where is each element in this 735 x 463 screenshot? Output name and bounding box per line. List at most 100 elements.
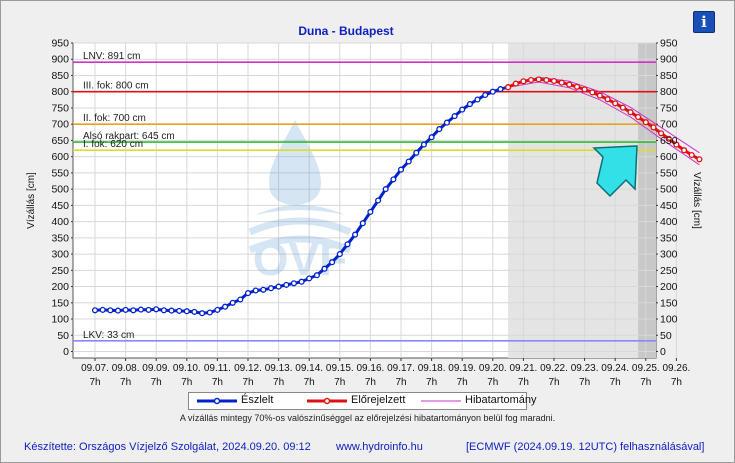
x-tick-date-label: 09.12.: [234, 363, 262, 374]
x-tick-hour-label: 7h: [457, 377, 468, 388]
observed-data-point: [497, 86, 504, 93]
observed-data-point: [420, 141, 427, 148]
x-tick-date-label: 09.14.: [295, 363, 323, 374]
forecast-data-point: [688, 151, 695, 159]
forecast-shading: [508, 43, 656, 358]
x-tick-date-label: 09.07.: [81, 363, 109, 374]
x-tick-date-label: 09.22.: [540, 363, 568, 374]
observed-data-point: [352, 231, 359, 238]
forecast-data-point: [642, 119, 649, 126]
x-tick-hour-label: 7h: [487, 377, 498, 388]
observed-data-point: [99, 306, 106, 313]
y-axis-label-right: Vízállás [cm]: [691, 172, 702, 229]
observed-data-point: [313, 272, 320, 279]
forecast-data-point: [581, 86, 588, 93]
x-tick-hour-label: 7h: [120, 377, 131, 388]
observed-data-point: [206, 309, 213, 316]
x-tick-hour-label: 7h: [89, 377, 100, 388]
x-tick-date-label: 09.16.: [356, 363, 384, 374]
observed-data-point: [260, 286, 267, 293]
x-tick-date-label: 09.25.: [632, 363, 660, 374]
y-tick-label-right: 50: [660, 330, 672, 342]
footer-model-source: [ECMWF (2024.09.19. 12UTC) felhasználásá…: [466, 441, 705, 453]
observed-data-point: [130, 307, 137, 314]
x-tick-date-label: 09.24.: [601, 363, 629, 374]
x-tick-hour-label: 7h: [273, 377, 284, 388]
y-tick-label-left: 200: [51, 281, 69, 293]
legend: Észlelt Előrejelzett Hibatartomány: [188, 392, 537, 410]
x-tick-hour-label: 7h: [548, 377, 559, 388]
y-axis-label-left: Vízállás [cm]: [26, 172, 37, 229]
observed-data-point: [336, 251, 343, 258]
observed-data-point: [153, 306, 160, 313]
observed-data-point: [359, 220, 366, 227]
x-tick-hour-label: 7h: [212, 377, 223, 388]
y-tick-label-left: 150: [51, 297, 69, 309]
late-forecast-shading: [638, 43, 656, 358]
x-tick-hour-label: 7h: [365, 377, 376, 388]
x-tick-hour-label: 7h: [610, 377, 621, 388]
x-tick-hour-label: 7h: [151, 377, 162, 388]
y-tick-label-left: 650: [51, 135, 69, 147]
x-tick-hour-label: 7h: [395, 377, 406, 388]
observed-data-point: [474, 96, 481, 103]
forecast-data-point: [543, 76, 550, 84]
y-tick-label-left: 350: [51, 232, 69, 244]
y-tick-label-right: 250: [660, 265, 678, 277]
forecast-data-point: [627, 109, 634, 116]
legend-observed: Észlelt: [241, 394, 274, 406]
observed-data-point: [229, 299, 236, 306]
x-tick-date-label: 09.18.: [418, 363, 446, 374]
y-tick-label-left: 300: [51, 249, 69, 261]
observed-data-point: [306, 275, 313, 282]
forecast-data-point: [535, 76, 542, 83]
reference-line-label: III. fok: 800 cm: [83, 81, 149, 92]
forecast-data-point: [512, 80, 519, 87]
observed-data-point: [191, 308, 198, 315]
observed-data-point: [114, 307, 122, 314]
observed-data-point: [214, 306, 221, 313]
y-tick-label-right: 850: [660, 70, 678, 82]
observed-data-point: [122, 306, 129, 313]
legend-forecast: Előrejelzett: [351, 394, 406, 406]
observed-data-point: [451, 113, 458, 120]
y-tick-label-right: 400: [660, 216, 678, 228]
observed-data-point: [283, 281, 290, 288]
forecast-data-point: [550, 77, 558, 85]
observed-data-point: [443, 119, 450, 126]
x-tick-hour-label: 7h: [518, 377, 529, 388]
y-tick-label-left: 600: [51, 151, 69, 163]
observed-data-point: [390, 176, 397, 183]
footer-website-link[interactable]: www.hydroinfo.hu: [336, 441, 423, 453]
x-tick-hour-label: 7h: [242, 377, 253, 388]
forecast-data-point: [635, 113, 642, 121]
forecast-data-point: [604, 96, 611, 103]
forecast-data-point: [665, 135, 672, 142]
footer-credit: Készítette: Országos Vízjelző Szolgálat,…: [24, 441, 311, 453]
observed-data-point: [107, 307, 114, 314]
info-icon[interactable]: i: [693, 11, 715, 33]
y-tick-label-left: 800: [51, 86, 69, 98]
watermark-text: OVF: [253, 233, 348, 285]
probability-note: A vízállás mintegy 70%-os valószínűségge…: [179, 413, 556, 423]
forecast-data-point: [673, 141, 680, 148]
x-tick-hour-label: 7h: [426, 377, 437, 388]
x-tick-date-label: 09.15.: [326, 363, 354, 374]
y-tick-label-left: 500: [51, 184, 69, 196]
y-tick-label-right: 200: [660, 281, 678, 293]
y-tick-label-right: 0: [660, 346, 666, 358]
forecast-data-point: [658, 130, 665, 137]
x-tick-hour-label: 7h: [671, 377, 682, 388]
observed-data-point: [137, 306, 144, 313]
y-tick-label-left: 700: [51, 119, 69, 131]
x-tick-hour-label: 7h: [181, 377, 192, 388]
y-tick-label-left: 450: [51, 200, 69, 212]
observed-data-point: [489, 88, 496, 95]
x-tick-date-label: 09.20.: [479, 363, 507, 374]
observed-data-point: [344, 241, 351, 248]
forecast-data-point: [505, 84, 512, 91]
y-tick-label-right: 500: [660, 184, 678, 196]
y-tick-label-left: 250: [51, 265, 69, 277]
y-tick-label-right: 900: [660, 54, 678, 66]
x-tick-hour-label: 7h: [304, 377, 315, 388]
